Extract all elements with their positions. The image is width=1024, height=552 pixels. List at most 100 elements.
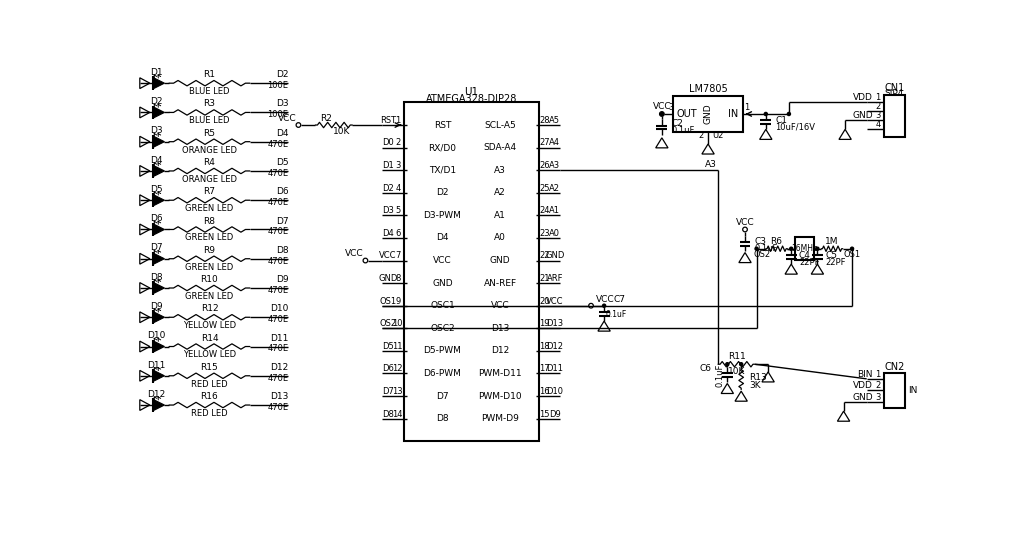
Text: R16: R16 [201,392,218,401]
Text: D10: D10 [270,304,289,314]
Text: ORANGE LED: ORANGE LED [182,146,237,155]
Text: 470E: 470E [267,344,289,353]
Text: D11: D11 [270,333,289,343]
Text: PWM-D9: PWM-D9 [481,414,519,423]
Text: 27: 27 [540,139,550,147]
Text: 4: 4 [876,120,881,129]
Text: D5: D5 [151,185,163,194]
Text: D9: D9 [151,302,163,311]
Text: R15: R15 [201,363,218,372]
Text: C6: C6 [700,364,712,373]
Text: C1: C1 [775,115,787,125]
Text: 28: 28 [540,116,550,125]
Text: A2: A2 [549,184,560,193]
Text: 10K: 10K [728,367,745,376]
Text: 16: 16 [540,387,550,396]
Text: D4: D4 [382,229,393,238]
Text: A2: A2 [495,188,506,197]
Text: 7: 7 [395,251,400,261]
Text: 1: 1 [876,370,881,379]
Text: D6: D6 [151,214,163,223]
Text: BLUE LED: BLUE LED [189,87,229,96]
Text: 9: 9 [395,296,400,306]
Text: D13: D13 [546,319,563,328]
Text: D5-PWM: D5-PWM [424,347,462,355]
Text: 22: 22 [540,251,550,261]
Text: OS1: OS1 [844,251,860,259]
Text: D13: D13 [490,324,509,333]
Bar [403,103,539,441]
Text: 3: 3 [395,161,400,170]
Text: 15: 15 [540,410,550,418]
Text: GND: GND [545,251,564,261]
Text: 11: 11 [392,342,403,351]
Text: VCC: VCC [344,249,364,258]
Circle shape [787,113,791,115]
Text: D3-PWM: D3-PWM [424,211,462,220]
Circle shape [364,258,368,263]
Text: C5: C5 [825,251,837,260]
Text: 470E: 470E [267,315,289,324]
Text: RED LED: RED LED [191,409,227,418]
Text: 1: 1 [743,103,750,112]
Text: C3: C3 [755,237,766,246]
Text: 470E: 470E [267,403,289,412]
Text: RST: RST [434,120,452,130]
Text: 3: 3 [668,103,674,112]
Text: 470E: 470E [267,286,289,295]
Text: D6-PWM: D6-PWM [424,369,462,378]
Text: D11: D11 [147,360,166,369]
Polygon shape [154,400,165,411]
Text: 5: 5 [395,206,400,215]
Text: D1: D1 [382,161,393,170]
Text: ORANGE LED: ORANGE LED [182,175,237,184]
Text: 0.1uF: 0.1uF [716,363,725,387]
Text: YELLOW LED: YELLOW LED [183,351,237,359]
Text: 22PF: 22PF [799,258,819,267]
Text: OUT: OUT [677,109,697,119]
Text: D2: D2 [436,188,449,197]
Text: 100E: 100E [267,110,289,119]
Text: D8: D8 [275,246,289,255]
Text: VCC: VCC [433,256,452,265]
Polygon shape [154,341,165,352]
Text: A3: A3 [495,166,506,174]
Text: 470E: 470E [267,198,289,207]
Text: R5: R5 [204,129,215,138]
Text: GREEN LED: GREEN LED [185,204,233,213]
Text: GND: GND [852,111,872,120]
Bar [884,95,905,137]
Text: A0: A0 [549,229,560,238]
Circle shape [726,363,729,366]
Text: 0.1uF: 0.1uF [605,310,627,319]
Polygon shape [154,312,165,323]
Bar [795,237,813,261]
Text: 17: 17 [540,364,550,373]
Text: OSC1: OSC1 [430,301,455,310]
Text: C4: C4 [799,251,811,260]
Text: RED LED: RED LED [191,380,227,389]
Text: D12: D12 [492,347,509,355]
Text: D11: D11 [547,364,563,373]
Text: 21: 21 [540,274,550,283]
Text: R11: R11 [728,352,745,361]
Text: 14: 14 [392,410,403,418]
Text: A0: A0 [495,233,506,242]
Text: R10: R10 [201,275,218,284]
Text: SIP4: SIP4 [885,89,904,98]
Text: 470E: 470E [267,374,289,383]
Text: R6: R6 [771,237,782,246]
Text: 1M: 1M [825,237,839,246]
Text: 10uF/16V: 10uF/16V [775,123,815,131]
Text: R3: R3 [204,99,215,109]
Text: 2: 2 [876,102,881,111]
Text: A1: A1 [549,206,560,215]
Text: RST: RST [380,116,396,125]
Text: PWM-D11: PWM-D11 [478,369,522,378]
Text: CN1: CN1 [885,83,904,93]
Text: GND: GND [489,256,511,265]
Text: D7: D7 [382,387,393,396]
Text: 23: 23 [540,229,550,238]
Text: D13: D13 [270,392,289,401]
Text: D4: D4 [275,129,289,138]
